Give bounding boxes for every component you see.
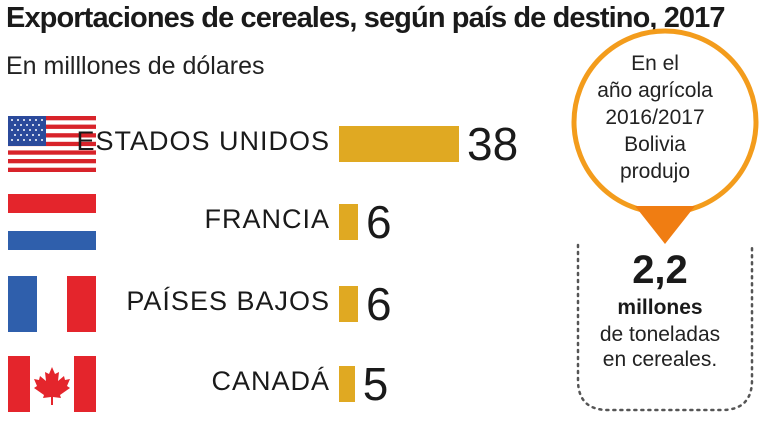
chart-subtitle: En milllones de dólares	[6, 52, 265, 80]
bar-row-estados-unidos: ESTADOS UNIDOS 38	[0, 116, 560, 176]
bar-row-paises-bajos: PAÍSES BAJOS 6	[0, 276, 560, 336]
callout-value: 2,2	[632, 248, 688, 292]
chart-title: Exportaciones de cereales, según país de…	[6, 2, 726, 34]
data-label: 6	[365, 278, 392, 330]
netherlands-flag-icon	[8, 194, 96, 250]
category-label: CANADÁ	[211, 366, 330, 396]
france-flag-icon	[8, 276, 96, 332]
bar-row-francia: FRANCIA 6	[0, 194, 560, 254]
callout-text: En el año agrícola 2016/2017 Bolivia pro…	[597, 52, 713, 183]
category-label: ESTADOS UNIDOS	[76, 126, 330, 156]
bar	[339, 204, 358, 240]
usa-flag-icon	[8, 116, 96, 172]
canada-flag-icon	[8, 356, 96, 412]
dotted-frame	[576, 243, 754, 412]
category-label: PAÍSES BAJOS	[126, 286, 330, 316]
bar-row-canada: CANADÁ 5	[0, 356, 560, 416]
callout-arrow	[635, 206, 695, 244]
data-label: 6	[365, 196, 392, 248]
data-label: 5	[362, 358, 389, 410]
callout-unit: millones	[617, 296, 703, 319]
bar	[339, 366, 355, 402]
data-label: 38	[467, 118, 519, 170]
callout-description: de toneladas en cereales.	[599, 323, 721, 371]
bar	[339, 286, 358, 322]
category-label: FRANCIA	[204, 204, 330, 234]
bar	[339, 126, 459, 162]
callout-graphic	[571, 28, 759, 412]
